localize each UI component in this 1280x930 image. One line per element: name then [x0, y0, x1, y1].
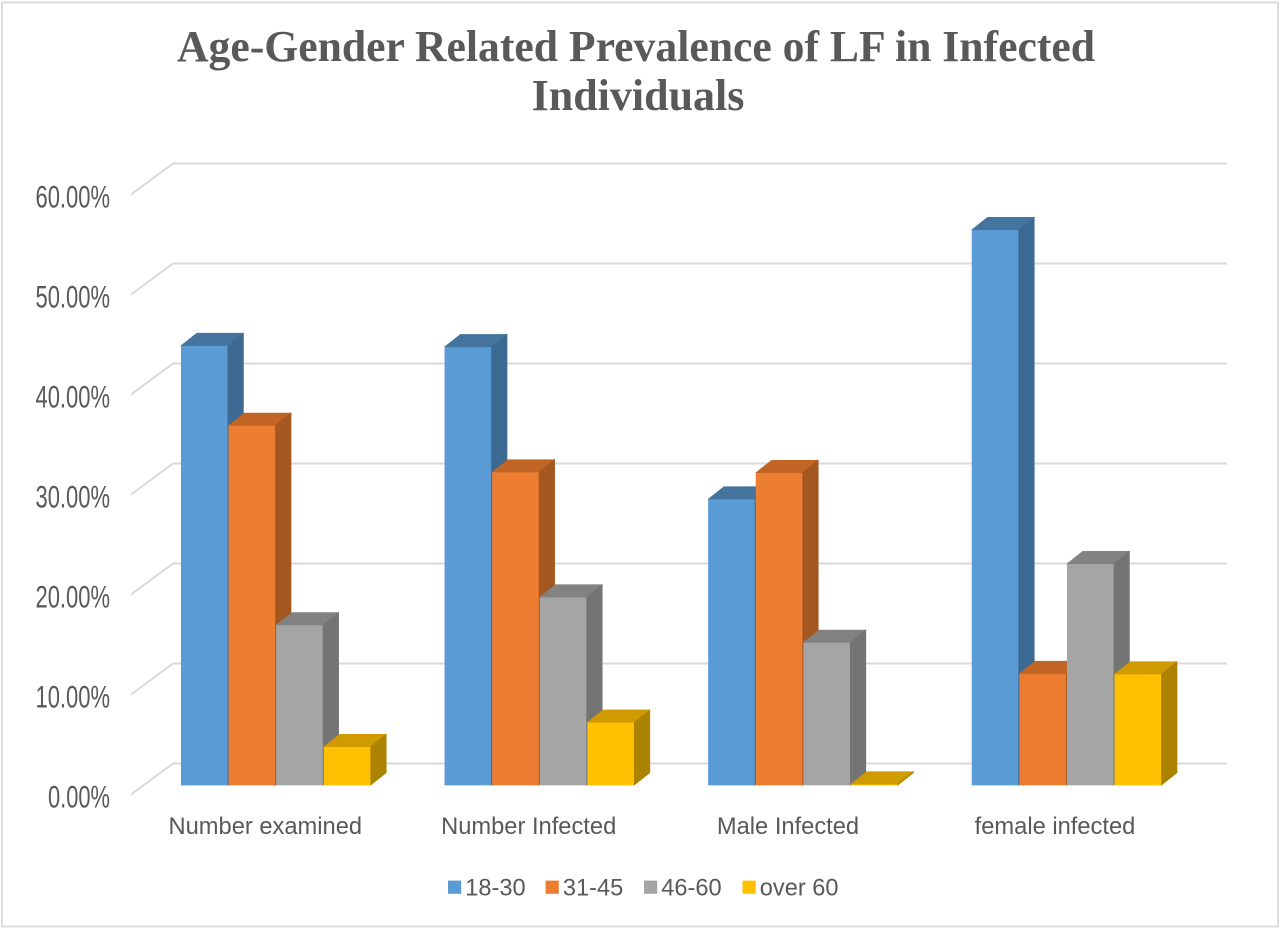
svg-text:60.00%: 60.00% [36, 179, 111, 215]
svg-text:40.00%: 40.00% [36, 379, 111, 415]
svg-text:30.00%: 30.00% [36, 479, 111, 515]
svg-text:20.00%: 20.00% [36, 579, 111, 615]
svg-text:Age-Gender Related Prevalence: Age-Gender Related Prevalence of LF in I… [177, 22, 1095, 71]
svg-text:Number Infected: Number Infected [441, 814, 616, 840]
svg-text:18-30: 18-30 [465, 876, 525, 902]
svg-text:50.00%: 50.00% [36, 279, 111, 315]
svg-text:Individuals: Individuals [532, 71, 745, 120]
svg-text:female infected: female infected [975, 814, 1136, 840]
svg-text:10.00%: 10.00% [36, 679, 111, 715]
svg-text:46-60: 46-60 [661, 876, 721, 902]
svg-text:over 60: over 60 [760, 876, 839, 902]
svg-text:31-45: 31-45 [563, 876, 623, 902]
svg-text:Number examined: Number examined [169, 814, 363, 840]
svg-text:0.00%: 0.00% [48, 779, 110, 815]
svg-text:Male Infected: Male Infected [717, 814, 859, 840]
